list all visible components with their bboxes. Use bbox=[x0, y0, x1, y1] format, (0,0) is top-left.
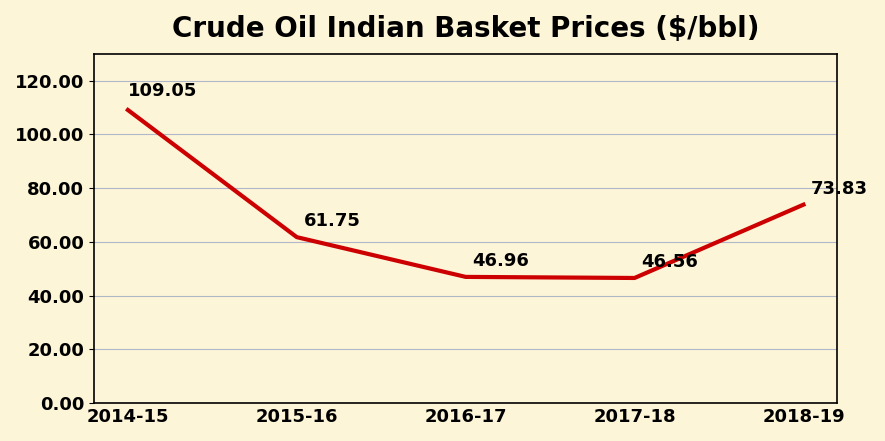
Text: 46.96: 46.96 bbox=[473, 252, 529, 270]
Title: Crude Oil Indian Basket Prices ($/bbl): Crude Oil Indian Basket Prices ($/bbl) bbox=[172, 15, 759, 43]
Text: 46.56: 46.56 bbox=[642, 253, 698, 271]
Text: 109.05: 109.05 bbox=[127, 82, 197, 100]
Text: 73.83: 73.83 bbox=[811, 179, 867, 198]
Text: 61.75: 61.75 bbox=[304, 212, 360, 230]
